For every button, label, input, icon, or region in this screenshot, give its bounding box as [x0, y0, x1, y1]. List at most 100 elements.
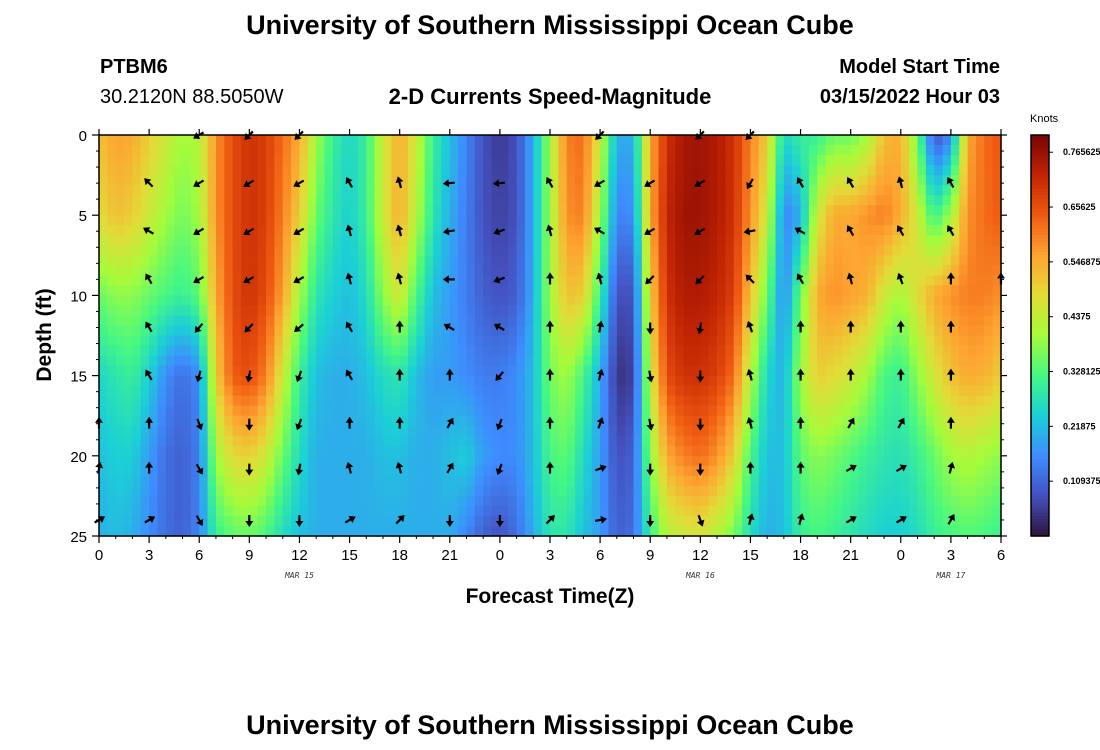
heatmap-cell [616, 445, 626, 457]
heatmap-cell [925, 345, 935, 357]
heatmap-cell [99, 255, 108, 266]
heatmap-cell [742, 175, 752, 186]
heatmap-cell [733, 315, 743, 327]
heatmap-cell [357, 415, 367, 427]
heatmap-cell [132, 485, 142, 497]
arrow-head [897, 417, 905, 425]
heatmap-cell [992, 445, 1002, 457]
heatmap-cell [449, 175, 459, 186]
colorbar-swatch [1031, 135, 1049, 139]
heatmap-cell [566, 145, 576, 156]
heatmap-cell [199, 135, 209, 146]
current-arrow [546, 177, 554, 188]
heatmap-cell [182, 245, 192, 256]
heatmap-cell [149, 335, 159, 347]
arrow-head [442, 179, 450, 188]
heatmap-cell [550, 255, 559, 266]
heatmap-cell [783, 395, 793, 407]
heatmap-cell [808, 415, 818, 427]
heatmap-cell [291, 345, 301, 357]
heatmap-cell [959, 345, 969, 357]
heatmap-cell [775, 175, 785, 186]
heatmap-cell [967, 465, 977, 477]
heatmap-cell [132, 295, 142, 307]
heatmap-cell [700, 375, 710, 387]
heatmap-cell [99, 145, 108, 156]
heatmap-cell [165, 335, 175, 347]
heatmap-cell [416, 375, 426, 387]
heatmap-cell [733, 335, 743, 347]
heatmap-cell [190, 375, 200, 387]
current-arrow [395, 320, 404, 333]
heatmap-cell [942, 335, 952, 347]
heatmap-cell [959, 185, 969, 196]
heatmap-cell [257, 495, 267, 507]
heatmap-cell [650, 505, 660, 517]
arrow-head [345, 177, 353, 185]
heatmap-cell [583, 345, 593, 357]
heatmap-cell [591, 205, 601, 216]
colorbar-swatch [1031, 298, 1049, 303]
heatmap-cell [391, 315, 401, 327]
heatmap-cell [524, 475, 534, 487]
arrow-head [195, 423, 204, 431]
heatmap-cell [349, 445, 359, 457]
heatmap-cell [215, 215, 225, 226]
heatmap-cell [399, 335, 409, 347]
heatmap-cell [666, 465, 676, 477]
heatmap-cell [884, 345, 894, 357]
heatmap-cell [808, 265, 818, 276]
heatmap-cell [357, 155, 367, 166]
heatmap-cell [666, 245, 676, 256]
heatmap-cell [307, 345, 317, 357]
heatmap-cell [909, 475, 919, 487]
heatmap-cell [382, 435, 392, 447]
heatmap-cell [140, 375, 150, 387]
heatmap-cell [299, 275, 309, 286]
heatmap-cell [132, 475, 142, 487]
heatmap-cell [875, 305, 885, 317]
heatmap-cell [708, 205, 718, 216]
heatmap-cell [717, 305, 726, 317]
heatmap-cell [842, 295, 852, 307]
heatmap-cell [132, 185, 142, 196]
heatmap-cell [483, 255, 493, 266]
heatmap-cell [666, 155, 676, 166]
heatmap-cell [792, 485, 802, 497]
current-arrow [796, 368, 805, 381]
heatmap-cell [316, 455, 326, 467]
heatmap-cell [600, 205, 610, 216]
arrow-head [395, 176, 404, 184]
heatmap-cell [240, 415, 250, 427]
heatmap-cell [917, 365, 927, 377]
heatmap-cell [792, 515, 802, 527]
heatmap-cell [859, 345, 868, 357]
heatmap-cell [449, 335, 459, 347]
heatmap-cell [115, 175, 125, 186]
heatmap-cell [366, 495, 376, 507]
heatmap-cell [232, 425, 242, 437]
heatmap-cell [608, 525, 618, 537]
heatmap-cell [433, 185, 443, 196]
heatmap-cell [717, 485, 726, 497]
heatmap-cell [783, 465, 793, 477]
heatmap-cell [783, 175, 793, 186]
heatmap-cell [240, 405, 250, 417]
current-arrow [594, 179, 605, 188]
heatmap-cell [600, 275, 610, 286]
heatmap-cell [600, 515, 610, 527]
heatmap-cell [867, 295, 877, 307]
heatmap-cell [349, 395, 359, 407]
heatmap-cell [424, 485, 434, 497]
heatmap-cell [107, 365, 117, 377]
heatmap-cell [800, 225, 810, 236]
heatmap-cell [124, 215, 134, 226]
heatmap-cell [299, 155, 309, 166]
heatmap-cell [291, 475, 301, 487]
heatmap-cell [182, 455, 192, 467]
heatmap-cell [725, 495, 735, 507]
heatmap-cell [149, 345, 159, 357]
heatmap-cell [942, 155, 952, 166]
heatmap-cell [650, 385, 660, 397]
heatmap-cell [625, 455, 635, 467]
